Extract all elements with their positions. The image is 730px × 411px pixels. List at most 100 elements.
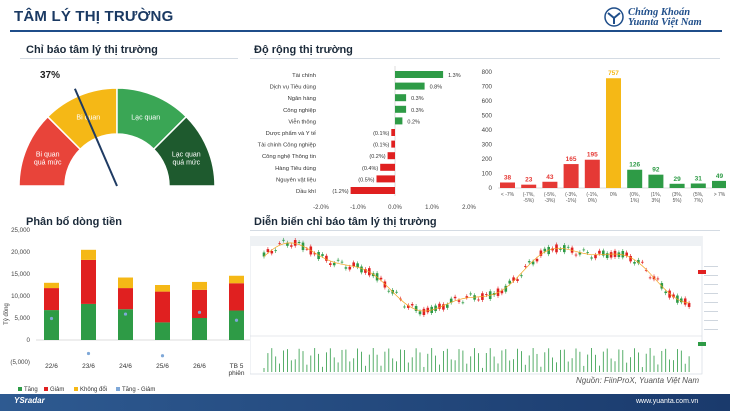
trend-candle	[332, 263, 336, 266]
trend-volume-bar	[318, 353, 319, 372]
trend-candle	[539, 250, 543, 256]
trend-candle	[387, 290, 391, 292]
dist-y-tick: 200	[482, 156, 493, 163]
trend-candle	[547, 246, 550, 255]
cash-x-tick: 24/6	[119, 363, 132, 370]
trend-candle	[672, 294, 675, 298]
trend-candle	[531, 261, 535, 265]
dist-y-tick: 600	[482, 98, 493, 105]
trend-volume-bar	[427, 353, 429, 372]
trend-candle	[461, 302, 465, 304]
trend-candle	[485, 294, 488, 295]
dist-y-tick: 100	[482, 171, 493, 178]
trend-volume-bar	[372, 348, 374, 372]
trend-candle	[407, 305, 410, 308]
trend-candle	[446, 304, 449, 308]
trend-volume-bar	[575, 348, 577, 372]
footer-bar	[0, 394, 730, 411]
trend-candle	[274, 250, 277, 252]
trend-volume-bar	[645, 353, 647, 372]
sector-x-tick: 0.0%	[388, 205, 402, 211]
sector-bar	[391, 140, 395, 148]
cash-net-point	[86, 351, 91, 356]
trend-candle	[605, 253, 609, 259]
cash-net-point	[123, 312, 128, 316]
trend-y-tick	[704, 275, 718, 276]
trend-volume-bar	[602, 351, 604, 372]
trend-volume-bar	[439, 364, 440, 372]
trend-candle	[586, 252, 589, 254]
trend-volume-bar	[267, 353, 269, 372]
trend-y-tick	[704, 329, 718, 330]
trend-volume-bar	[458, 349, 460, 372]
trend-volume-bar	[435, 355, 436, 372]
dist-bar	[606, 78, 621, 188]
sector-x-tick: -2.0%	[313, 205, 329, 211]
trend-candle	[278, 243, 281, 245]
trend-volume-bar	[680, 350, 682, 372]
gauge-needle	[73, 88, 118, 187]
trend-volume-bar	[556, 362, 557, 372]
sector-value-label: (0.1%)	[373, 143, 389, 149]
trend-volume-bar	[579, 351, 581, 372]
cash-legend-swatch	[18, 387, 22, 391]
trend-volume-bar	[544, 352, 546, 372]
sector-bar	[376, 175, 395, 183]
sector-value-label: 0.3%	[411, 108, 424, 114]
trend-volume-bar	[431, 348, 433, 372]
sector-bar	[395, 82, 425, 90]
gauge-zone-label: Lạc quan quá mức	[172, 151, 201, 166]
title-divider	[10, 30, 722, 32]
trend-candle	[629, 255, 632, 262]
dist-x-tick: (1%, 3%)	[651, 192, 661, 204]
yuanta-logo	[604, 7, 624, 27]
sector-x-tick: 2.0%	[462, 205, 476, 211]
dist-value-label: 31	[695, 176, 703, 183]
trend-volume-bar	[653, 355, 655, 372]
cash-legend-swatch	[44, 387, 48, 391]
trend-candle	[512, 277, 515, 281]
dist-bar	[690, 183, 706, 188]
dist-x-tick: (-3%, -1%)	[565, 192, 577, 204]
dist-value-label: 195	[587, 152, 598, 159]
cash-bar-segment	[155, 285, 170, 292]
trend-volume-bar	[567, 361, 569, 372]
sector-label: Nguyên vật liệu	[276, 177, 316, 183]
dist-bar	[627, 169, 643, 188]
trend-volume-bar	[341, 349, 343, 372]
trend-volume-bar	[419, 352, 421, 372]
footer-brand: YSradar	[14, 396, 45, 405]
trend-chart-topbar	[250, 236, 702, 246]
sector-bar	[395, 117, 403, 125]
trend-candle	[590, 257, 593, 259]
trend-volume-bar	[618, 349, 620, 372]
trend-volume-bar	[333, 357, 335, 372]
cash-bar-segment	[44, 310, 59, 340]
dist-y-tick: 400	[482, 127, 493, 134]
dist-bar	[712, 180, 726, 188]
trend-volume-bar	[548, 348, 550, 372]
sector-performance-chart: Tài chính 1.3% Dịch vụ Tiêu dùng 0.8% Ngân h…	[258, 66, 476, 211]
dist-bar	[669, 183, 685, 188]
trend-candle	[683, 298, 687, 305]
sector-label: Công nghệ Thông tin	[262, 154, 316, 160]
trend-volume-bar	[443, 351, 444, 372]
cash-net-point	[49, 316, 54, 321]
dist-y-tick: 500	[482, 113, 493, 120]
cash-legend-swatch	[116, 387, 120, 391]
trend-candle	[325, 255, 328, 261]
cash-legend-swatch	[74, 387, 78, 391]
trend-volume-bar	[641, 367, 643, 372]
trend-candle	[270, 251, 274, 254]
trend-volume-bar	[380, 365, 382, 372]
dist-bar	[500, 182, 515, 188]
yuanta-logo-icon	[604, 7, 624, 27]
trend-candle	[527, 261, 531, 263]
trend-candle	[644, 269, 648, 271]
trend-volume-bar	[622, 350, 624, 372]
logo-line2: Yuanta Việt Nam	[628, 17, 702, 28]
trend-volume-bar	[595, 354, 596, 372]
trend-candle	[477, 299, 480, 301]
trend-section-underline	[250, 230, 720, 231]
trend-volume-bar	[591, 348, 592, 372]
